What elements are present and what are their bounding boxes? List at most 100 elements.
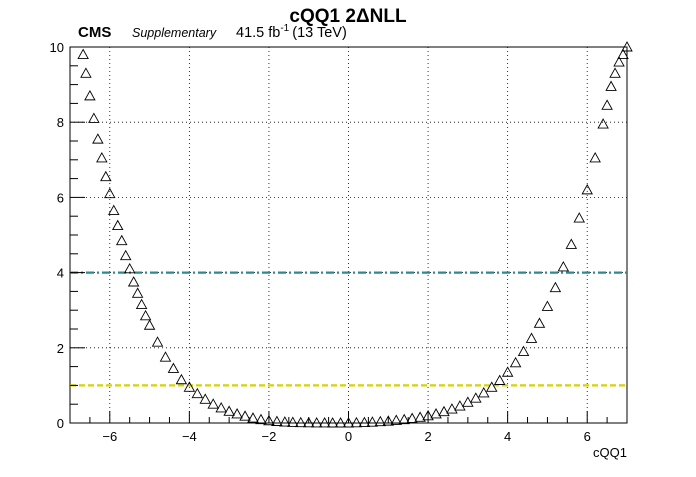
- lumi-exponent: -1: [280, 23, 289, 34]
- data-point: [589, 151, 601, 163]
- data-point: [597, 118, 609, 129]
- data-point: [247, 412, 259, 423]
- data-point: [326, 417, 339, 428]
- data-point: [374, 415, 387, 427]
- x-tick-label: −4: [182, 429, 197, 444]
- data-point: [77, 48, 89, 59]
- cms-label: CMS: [78, 24, 111, 41]
- data-point: [239, 410, 251, 421]
- y-tick-label: 6: [57, 190, 64, 205]
- data-point: [119, 249, 132, 261]
- data-point: [581, 183, 593, 195]
- data-point: [541, 300, 554, 311]
- data-point: [573, 212, 586, 223]
- data-point: [318, 417, 331, 428]
- data-point: [613, 56, 625, 67]
- data-points: [77, 41, 633, 428]
- data-point: [517, 345, 530, 357]
- data-point: [438, 405, 450, 417]
- data-point: [159, 351, 172, 362]
- data-point: [294, 416, 307, 428]
- data-point: [223, 405, 235, 416]
- data-point: [143, 319, 156, 330]
- data-point: [115, 234, 128, 246]
- data-point: [525, 332, 538, 343]
- data-point: [310, 416, 323, 428]
- data-point: [135, 298, 148, 310]
- data-point: [390, 414, 403, 425]
- data-point: [139, 309, 152, 321]
- data-point: [470, 392, 482, 403]
- data-point: [207, 398, 219, 409]
- data-point: [430, 408, 442, 419]
- x-tick-label: −6: [102, 429, 117, 444]
- data-point: [96, 151, 108, 163]
- data-point: [104, 187, 116, 199]
- data-point: [358, 416, 371, 427]
- data-point: [493, 374, 506, 385]
- data-point: [501, 366, 514, 377]
- data-point: [80, 67, 92, 78]
- lumi-value: 41.5 fb: [236, 25, 280, 41]
- data-point: [549, 281, 562, 293]
- data-point: [557, 261, 570, 272]
- x-axis-label: cQQ1: [593, 445, 627, 460]
- data-point: [279, 416, 291, 427]
- data-point: [334, 417, 347, 428]
- data-point: [191, 387, 204, 399]
- data-point: [302, 416, 315, 428]
- data-point: [601, 99, 613, 110]
- x-tick-label: 6: [584, 429, 591, 444]
- y-tick-label: 0: [57, 416, 64, 431]
- data-point: [92, 133, 104, 144]
- data-point: [446, 403, 458, 414]
- energy-label: (13 TeV): [292, 25, 347, 41]
- axes: −6 −4 −2 0 2 4 6 0 2 4 6 8 10: [50, 40, 628, 444]
- data-point: [406, 412, 418, 423]
- data-point: [271, 415, 283, 426]
- data-point: [123, 262, 136, 274]
- grid-lines: [70, 47, 627, 423]
- x-tick-label: 2: [424, 429, 431, 444]
- data-point: [454, 400, 466, 411]
- data-point: [107, 204, 120, 216]
- chart-title: cQQ1 2ΔNLL: [289, 6, 407, 27]
- data-point: [263, 414, 275, 426]
- data-point: [127, 276, 140, 287]
- data-point: [382, 415, 395, 426]
- data-point: [485, 381, 498, 392]
- data-point: [509, 356, 522, 368]
- data-point: [100, 170, 112, 182]
- data-point: [199, 393, 212, 404]
- data-point: [84, 89, 96, 101]
- x-tick-label: 0: [345, 429, 352, 444]
- data-point: [533, 317, 546, 328]
- data-point: [414, 411, 426, 422]
- data-point: [478, 386, 490, 398]
- data-point: [88, 112, 100, 123]
- data-point: [287, 416, 299, 427]
- data-point: [609, 67, 621, 78]
- data-point: [342, 417, 355, 428]
- y-tick-label: 8: [57, 115, 64, 130]
- reference-lines: [70, 271, 627, 387]
- data-point: [231, 408, 243, 419]
- data-point: [621, 41, 633, 52]
- data-point: [215, 402, 227, 413]
- data-point: [111, 219, 124, 231]
- data-point: [462, 396, 474, 407]
- x-tick-label: 4: [504, 429, 511, 444]
- data-point: [565, 238, 578, 249]
- data-point: [366, 416, 379, 427]
- y-tick-label: 4: [57, 266, 64, 281]
- y-tick-label: 10: [50, 40, 64, 55]
- data-point: [167, 362, 180, 373]
- data-point: [175, 373, 188, 385]
- data-point: [255, 413, 267, 425]
- data-point: [398, 413, 410, 425]
- supplementary-label: Supplementary: [132, 26, 217, 40]
- data-point: [605, 80, 617, 91]
- data-point: [350, 416, 363, 428]
